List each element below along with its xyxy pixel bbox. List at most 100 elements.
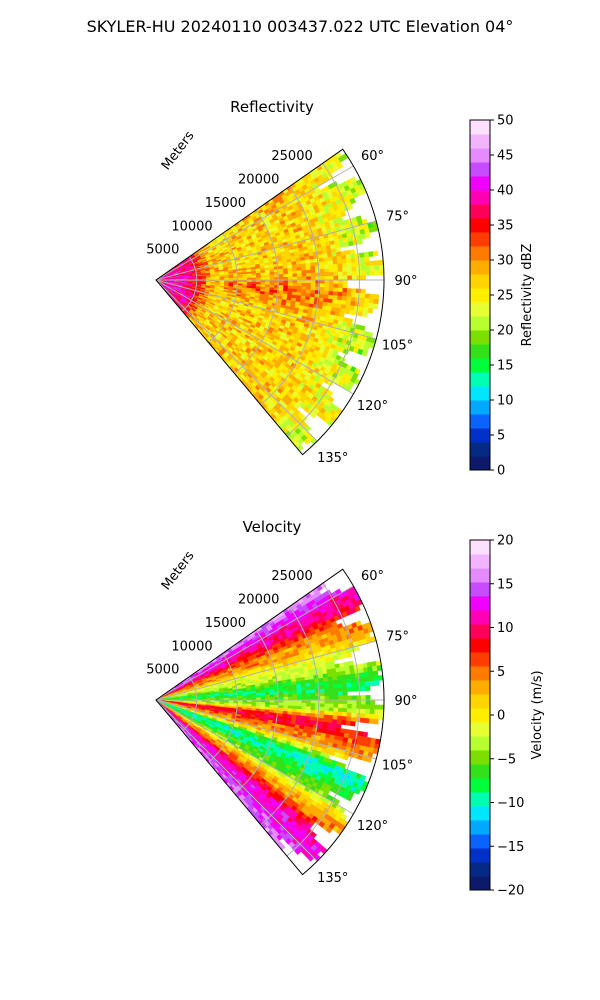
field-cell [345,669,351,676]
field-cell [292,702,298,707]
field-cell [305,266,311,271]
field-cell [323,257,329,262]
field-cell [336,162,344,170]
colorbar-tick-label: 50 [497,114,514,129]
field-cell [260,694,266,698]
colorbar-tick-label: 0 [497,464,505,479]
field-cell [319,688,325,694]
field-cell [287,273,294,278]
field-cell [328,287,334,292]
field-cell [315,286,321,291]
field-cell [242,695,248,699]
colorbar-swatch [470,386,490,401]
field-cell [328,275,334,281]
range-tick-label: 25000 [271,149,312,164]
field-cell [260,272,266,276]
field-cell [323,684,330,690]
field-cell [342,703,348,709]
colorbar-swatch [470,344,490,359]
field-cell [296,705,303,710]
field-cell [342,283,348,289]
field-cell [301,686,307,691]
azimuth-tick-label: 75° [386,209,409,224]
field-cell [338,279,344,285]
field-cell [346,712,352,718]
field-cell [328,283,335,289]
azimuth-tick-label: 60° [361,149,384,164]
field-cell [342,695,348,701]
colorbar-swatch [470,372,490,387]
field-cell [283,273,289,278]
field-cell [328,271,335,277]
field-cell [246,695,252,699]
field-cell [346,292,352,298]
field-cell [296,282,303,287]
field-cell [319,283,325,288]
field-cell [369,260,375,267]
field-cell [373,260,380,266]
field-cell [333,699,339,705]
field-cell [287,282,294,287]
field-cell [296,687,302,692]
field-cell [337,679,343,685]
field-cell [328,264,334,269]
field-cell [346,716,352,722]
field-cell [324,287,330,292]
colorbar-swatch [470,162,490,177]
field-cell [360,261,366,267]
field-cell [337,687,344,693]
field-cell [368,303,374,309]
field-cell [355,288,362,294]
field-cell [305,682,311,688]
field-cell [305,289,311,294]
field-cell [351,686,357,692]
field-cell [362,311,369,318]
field-cell [324,688,330,693]
colorbar-swatch [470,428,490,443]
field-cell [350,253,356,259]
field-cell [333,275,339,281]
field-cell [319,265,325,270]
field-cell [349,669,356,675]
field-cell [332,259,338,265]
field-cell [328,707,334,712]
field-cell [314,685,321,690]
colorbar-swatch [470,330,490,345]
field-cell [361,695,367,701]
field-cell [363,671,370,678]
field-cell [350,296,357,303]
field-cell [324,699,330,705]
range-tick-label: 10000 [171,219,212,234]
field-cell [346,296,352,302]
colorbar-tick-label: 10 [497,394,514,409]
colorbar-tick-label: 5 [497,429,505,444]
velocity-panel: Velocity 60°75°90°105°120°135°5000100001… [146,518,545,899]
range-tick-label: 15000 [205,196,246,211]
field-cell [355,708,362,714]
field-cell [360,686,366,692]
field-cell [306,283,312,288]
field-cell [296,702,303,707]
field-cell [278,271,284,275]
field-cell [306,699,312,704]
field-cell [341,258,348,264]
reflectivity-title: Reflectivity [230,98,314,116]
field-cell [315,703,321,708]
field-cell [318,261,325,266]
field-cell [341,716,348,722]
field-cell [341,263,348,269]
field-cell [337,271,344,277]
field-cell [337,283,344,289]
field-cell [309,262,316,267]
field-cell [333,695,339,701]
colorbar-swatch [470,442,490,457]
field-cell [315,696,321,701]
field-cell [368,671,374,677]
field-cell [359,256,366,263]
field-cell [292,693,298,698]
field-cell [350,716,357,723]
colorbar-tick-label: 25 [497,289,514,304]
field-cell [310,706,316,711]
field-cell [283,285,289,289]
field-cell [315,706,321,711]
